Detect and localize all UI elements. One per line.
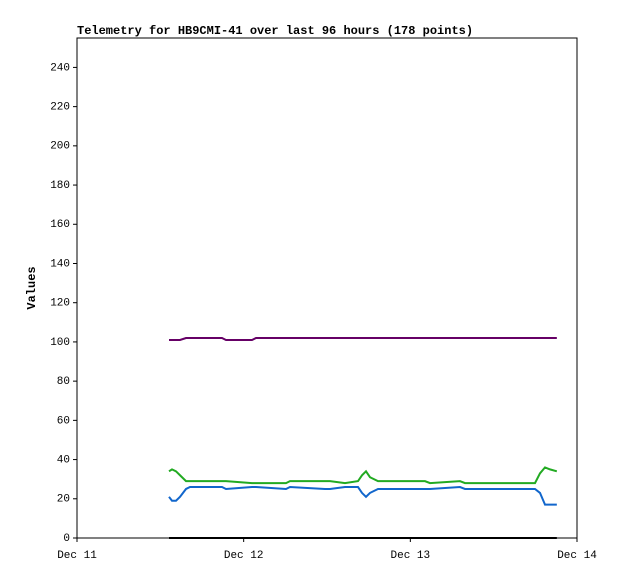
series-line [168, 486, 557, 506]
y-tick-label: 40 [57, 454, 70, 466]
y-tick-label: 120 [50, 298, 70, 310]
y-tick-label: 100 [50, 337, 70, 349]
plot-frame [76, 37, 578, 539]
y-tick-label: 60 [57, 415, 70, 427]
x-tick-label: Dec 12 [224, 550, 264, 562]
x-tick-label: Dec 14 [557, 550, 597, 562]
x-tick-label: Dec 13 [391, 550, 431, 562]
y-axis-label: Values [25, 266, 39, 309]
x-tick-label: Dec 11 [57, 550, 97, 562]
y-tick-label: 220 [50, 102, 70, 114]
chart-title: Telemetry for HB9CMI-41 over last 96 hou… [77, 24, 473, 38]
y-tick-label: 200 [50, 141, 70, 153]
series-line [169, 337, 557, 341]
y-tick-label: 160 [50, 219, 70, 231]
y-tick-label: 20 [57, 494, 70, 506]
y-tick-label: 140 [50, 258, 70, 270]
series-line [168, 466, 558, 485]
y-tick-label: 0 [63, 533, 70, 545]
y-tick-label: 180 [50, 180, 70, 192]
y-tick-label: 240 [50, 62, 70, 74]
y-tick-label: 80 [57, 376, 70, 388]
